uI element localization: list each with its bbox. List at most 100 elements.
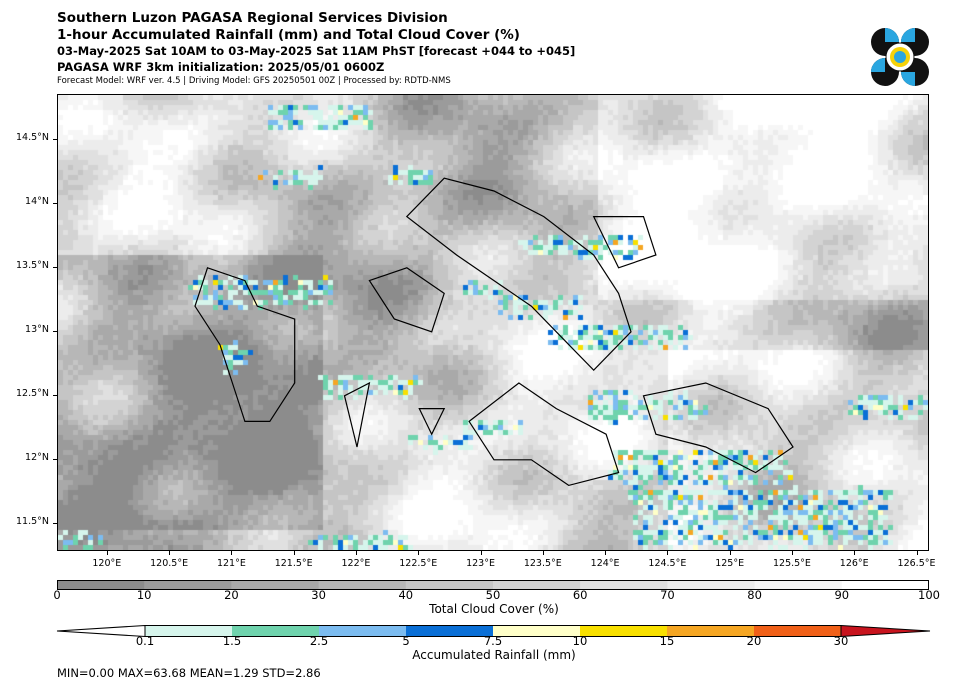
lon-tick-mark xyxy=(106,551,108,555)
cloud-colorbar-segment xyxy=(318,580,407,590)
lat-tick-mark xyxy=(53,266,57,268)
lon-tick-label: 124.5°E xyxy=(648,558,687,569)
lat-tick-mark xyxy=(53,138,57,140)
rain-colorbar-segment xyxy=(493,625,581,637)
lon-tick-label: 125.5°E xyxy=(772,558,811,569)
lon-tick-mark xyxy=(729,551,731,555)
lon-tick-mark xyxy=(293,551,295,555)
rain-colorbar-segment xyxy=(145,625,233,637)
lon-tick-label: 121°E xyxy=(216,558,246,569)
lon-tick-mark xyxy=(605,551,607,555)
lon-tick-label: 126.5°E xyxy=(897,558,936,569)
cloud-colorbar-label: 90 xyxy=(834,588,850,602)
rain-colorbar-label: 0.1 xyxy=(135,634,155,648)
lon-tick-mark xyxy=(169,551,171,555)
island-outline xyxy=(343,381,371,448)
island-outline xyxy=(592,215,657,269)
statistics-line: MIN=0.00 MAX=63.68 MEAN=1.29 STD=2.86 xyxy=(57,666,321,680)
lon-tick-mark xyxy=(667,551,669,555)
cloud-colorbar-segment xyxy=(841,580,930,590)
cloud-rain-field xyxy=(58,95,928,550)
lon-tick-label: 125°E xyxy=(715,558,745,569)
rain-colorbar-label: 10 xyxy=(572,634,588,648)
lon-tick-mark xyxy=(480,551,482,555)
cloud-colorbar-label: 80 xyxy=(747,588,762,602)
title-line-2: 1-hour Accumulated Rainfall (mm) and Tot… xyxy=(57,27,520,43)
forecast-period: 03-May-2025 Sat 10AM to 03-May-2025 Sat … xyxy=(57,44,576,58)
lat-tick-label: 12°N xyxy=(25,451,49,463)
lat-tick-label: 12.5°N xyxy=(15,387,49,399)
rain-colorbar-segment xyxy=(667,625,755,637)
cloud-colorbar-segment xyxy=(493,580,581,590)
lon-tick-mark xyxy=(791,551,793,555)
island-outline xyxy=(418,408,446,436)
lon-tick-mark xyxy=(231,551,233,555)
cloud-colorbar-label: 100 xyxy=(918,588,940,602)
rain-colorbar-label: 30 xyxy=(833,634,849,648)
island-outline xyxy=(368,267,445,333)
initialization-line: PAGASA WRF 3km initialization: 2025/05/0… xyxy=(57,60,385,74)
lon-tick-label: 122.5°E xyxy=(399,558,438,569)
rain-colorbar-label: 5 xyxy=(402,634,410,648)
rain-colorbar-label: 7.5 xyxy=(483,634,503,648)
rain-colorbar-label: 2.5 xyxy=(309,634,329,648)
island-outline xyxy=(468,382,620,487)
lon-tick-label: 124°E xyxy=(590,558,620,569)
lat-tick-mark xyxy=(53,394,57,396)
lat-tick-mark xyxy=(53,522,57,524)
cloud-colorbar-segment xyxy=(231,580,320,590)
cloud-cover-colorbar-title: Total Cloud Cover (%) xyxy=(429,602,559,616)
cloud-colorbar-segment xyxy=(667,580,756,590)
rain-colorbar-label: 20 xyxy=(746,634,762,648)
lon-tick-label: 126°E xyxy=(839,558,869,569)
cloud-colorbar-segment xyxy=(580,580,668,590)
title-line-1: Southern Luzon PAGASA Regional Services … xyxy=(57,10,448,26)
cloud-colorbar-label: 30 xyxy=(311,588,326,602)
island-outline xyxy=(194,267,296,422)
cloud-colorbar-segment xyxy=(754,580,843,590)
lon-tick-label: 121.5°E xyxy=(274,558,313,569)
lat-tick-mark xyxy=(53,458,57,460)
lat-tick-label: 13°N xyxy=(25,323,49,335)
coastline-overlay xyxy=(194,177,794,487)
lon-tick-mark xyxy=(418,551,420,555)
cloud-colorbar-label: 70 xyxy=(660,588,675,602)
cloud-colorbar-label: 50 xyxy=(485,588,501,602)
lon-tick-mark xyxy=(542,551,544,555)
lat-tick-label: 14.5°N xyxy=(15,131,49,143)
model-info: Forecast Model: WRF ver. 4.5 | Driving M… xyxy=(57,76,451,86)
lon-tick-label: 123°E xyxy=(466,558,495,569)
cloud-colorbar-border xyxy=(57,580,929,590)
rain-colorbar-label: 15 xyxy=(659,634,675,648)
cloud-colorbar-label: 20 xyxy=(224,588,239,602)
rain-colorbar-segment xyxy=(232,625,320,637)
lon-tick-label: 122°E xyxy=(341,558,371,569)
cloud-colorbar-label: 40 xyxy=(398,588,414,602)
cloud-colorbar-segment xyxy=(405,580,494,590)
lat-tick-label: 11.5°N xyxy=(15,515,49,527)
lon-tick-mark xyxy=(355,551,357,555)
cloud-colorbar-label: 0 xyxy=(53,588,61,602)
lon-tick-mark xyxy=(854,551,856,555)
lat-tick-mark xyxy=(53,202,57,204)
lat-tick-label: 14°N xyxy=(25,195,49,207)
rainfall-colorbar-title: Accumulated Rainfall (mm) xyxy=(412,648,576,662)
rain-colorbar-segment xyxy=(406,625,494,637)
rain-colorbar-segment xyxy=(580,625,668,637)
rain-colorbar-border xyxy=(144,625,842,637)
cloud-colorbar-segment xyxy=(57,580,145,590)
cloud-colorbar-segment xyxy=(144,580,232,590)
pagasa-logo xyxy=(871,28,929,86)
lat-tick-label: 13.5°N xyxy=(15,259,49,271)
island-outline xyxy=(405,177,632,372)
lon-tick-label: 120.5°E xyxy=(150,558,189,569)
map-panel xyxy=(57,94,929,551)
rain-colorbar-segment xyxy=(319,625,407,637)
lon-tick-label: 123.5°E xyxy=(523,558,562,569)
rain-colorbar-label: 1.5 xyxy=(222,634,242,648)
cloud-colorbar-label: 10 xyxy=(136,588,152,602)
lon-tick-label: 120°E xyxy=(92,558,122,569)
lon-tick-mark xyxy=(916,551,918,555)
island-outline xyxy=(642,382,794,474)
cloud-colorbar-label: 60 xyxy=(572,588,588,602)
